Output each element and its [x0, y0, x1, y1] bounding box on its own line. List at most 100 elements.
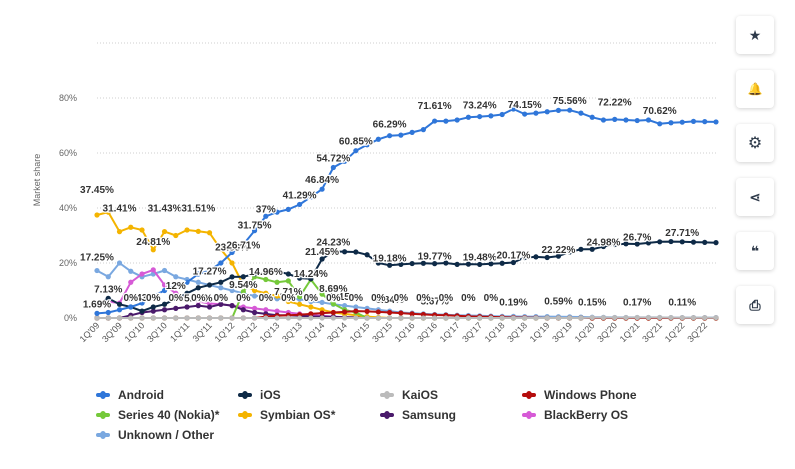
data-point[interactable]: [522, 254, 528, 261]
data-point[interactable]: [353, 148, 359, 154]
data-point[interactable]: [330, 315, 336, 321]
data-point[interactable]: [353, 308, 359, 314]
data-point[interactable]: [432, 261, 438, 267]
data-point[interactable]: [364, 315, 370, 321]
data-point[interactable]: [600, 243, 607, 250]
data-point[interactable]: [229, 249, 235, 256]
data-point[interactable]: [206, 267, 213, 274]
data-point[interactable]: [668, 238, 674, 245]
data-point[interactable]: [477, 261, 483, 268]
data-point[interactable]: [465, 114, 471, 120]
data-point[interactable]: [240, 241, 246, 248]
data-point[interactable]: [342, 315, 348, 321]
data-point[interactable]: [634, 117, 640, 124]
data-point[interactable]: [251, 309, 258, 316]
data-point[interactable]: [94, 315, 100, 321]
data-point[interactable]: [713, 240, 719, 246]
data-point[interactable]: [645, 240, 652, 246]
legend-item-symbian-os-[interactable]: Symbian OS*: [238, 408, 335, 422]
data-point[interactable]: [150, 304, 156, 310]
data-point[interactable]: [263, 270, 269, 276]
data-point[interactable]: [420, 311, 426, 318]
data-point[interactable]: [342, 309, 348, 315]
data-point[interactable]: [375, 309, 381, 315]
data-point[interactable]: [173, 296, 179, 302]
data-point[interactable]: [342, 303, 348, 309]
data-point[interactable]: [645, 117, 652, 123]
data-point[interactable]: [668, 120, 674, 126]
data-point[interactable]: [612, 116, 618, 122]
data-point[interactable]: [465, 315, 471, 321]
data-point[interactable]: [195, 271, 201, 277]
data-point[interactable]: [645, 314, 652, 321]
data-point[interactable]: [285, 206, 291, 212]
data-point[interactable]: [105, 295, 111, 301]
data-point[interactable]: [195, 228, 201, 234]
data-point[interactable]: [488, 113, 494, 119]
data-point[interactable]: [679, 119, 685, 125]
legend-item-unknown-other[interactable]: Unknown / Other: [96, 428, 214, 442]
data-point[interactable]: [499, 315, 505, 321]
data-point[interactable]: [240, 274, 246, 280]
data-point[interactable]: [657, 314, 663, 321]
data-point[interactable]: [319, 291, 325, 297]
data-point[interactable]: [544, 109, 550, 115]
legend-item-series-40-nokia-[interactable]: Series 40 (Nokia)*: [96, 408, 219, 422]
data-point[interactable]: [702, 239, 708, 245]
data-point[interactable]: [567, 249, 573, 255]
data-point[interactable]: [184, 296, 190, 302]
data-point[interactable]: [623, 241, 629, 247]
data-point[interactable]: [398, 310, 404, 316]
data-point[interactable]: [206, 315, 213, 321]
data-point[interactable]: [116, 307, 123, 313]
data-point[interactable]: [150, 293, 156, 299]
data-point[interactable]: [173, 290, 179, 296]
data-point[interactable]: [589, 314, 595, 321]
data-point[interactable]: [229, 303, 235, 309]
data-point[interactable]: [477, 113, 483, 120]
data-point[interactable]: [533, 315, 539, 321]
data-point[interactable]: [510, 106, 517, 112]
data-point[interactable]: [105, 209, 111, 215]
data-point[interactable]: [128, 268, 134, 274]
data-point[interactable]: [690, 315, 697, 321]
data-point[interactable]: [454, 315, 460, 321]
data-point[interactable]: [488, 315, 494, 321]
data-point[interactable]: [274, 315, 280, 321]
data-point[interactable]: [139, 227, 145, 233]
data-point[interactable]: [330, 301, 336, 307]
data-point[interactable]: [544, 315, 550, 321]
legend-item-samsung[interactable]: Samsung: [380, 408, 456, 422]
data-point[interactable]: [274, 293, 280, 299]
data-point[interactable]: [240, 289, 246, 295]
data-point[interactable]: [296, 294, 303, 300]
legend-item-blackberry-os[interactable]: BlackBerry OS: [522, 408, 628, 422]
data-point[interactable]: [161, 287, 168, 294]
data-point[interactable]: [128, 224, 134, 230]
data-point[interactable]: [308, 276, 314, 282]
data-point[interactable]: [184, 304, 190, 310]
data-point[interactable]: [477, 315, 483, 321]
data-point[interactable]: [510, 259, 517, 266]
data-point[interactable]: [634, 314, 640, 321]
notification-button[interactable]: 🔔: [736, 70, 774, 108]
data-point[interactable]: [229, 287, 235, 294]
data-point[interactable]: [600, 314, 607, 321]
data-point[interactable]: [634, 241, 640, 247]
share-button[interactable]: ⋖: [736, 178, 774, 216]
data-point[interactable]: [398, 261, 404, 267]
data-point[interactable]: [488, 261, 494, 267]
data-point[interactable]: [195, 303, 201, 309]
data-point[interactable]: [578, 110, 584, 116]
data-point[interactable]: [690, 239, 697, 245]
legend-item-kaios[interactable]: KaiOS: [380, 388, 438, 402]
data-point[interactable]: [161, 307, 168, 313]
data-point[interactable]: [161, 301, 168, 307]
data-point[interactable]: [308, 298, 314, 305]
data-point[interactable]: [139, 315, 145, 321]
data-point[interactable]: [533, 254, 539, 260]
data-point[interactable]: [330, 164, 336, 171]
data-point[interactable]: [612, 241, 618, 248]
data-point[interactable]: [285, 278, 291, 284]
data-point[interactable]: [195, 298, 201, 305]
